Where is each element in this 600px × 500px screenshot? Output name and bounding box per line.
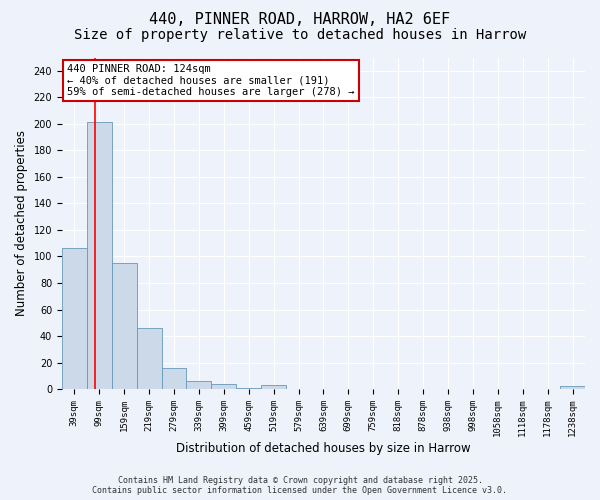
Bar [187, 381, 211, 389]
Bar [211, 384, 236, 389]
Bar [112, 263, 137, 389]
X-axis label: Distribution of detached houses by size in Harrow: Distribution of detached houses by size … [176, 442, 471, 455]
Y-axis label: Number of detached properties: Number of detached properties [15, 130, 28, 316]
Bar [161, 368, 187, 389]
Bar [560, 386, 585, 389]
Bar [137, 328, 161, 389]
Bar [236, 388, 261, 389]
Text: Size of property relative to detached houses in Harrow: Size of property relative to detached ho… [74, 28, 526, 42]
Bar [62, 248, 87, 389]
Bar [261, 385, 286, 389]
Text: 440, PINNER ROAD, HARROW, HA2 6EF: 440, PINNER ROAD, HARROW, HA2 6EF [149, 12, 451, 28]
Text: 440 PINNER ROAD: 124sqm
← 40% of detached houses are smaller (191)
59% of semi-d: 440 PINNER ROAD: 124sqm ← 40% of detache… [67, 64, 355, 98]
Bar [87, 122, 112, 389]
Text: Contains HM Land Registry data © Crown copyright and database right 2025.
Contai: Contains HM Land Registry data © Crown c… [92, 476, 508, 495]
